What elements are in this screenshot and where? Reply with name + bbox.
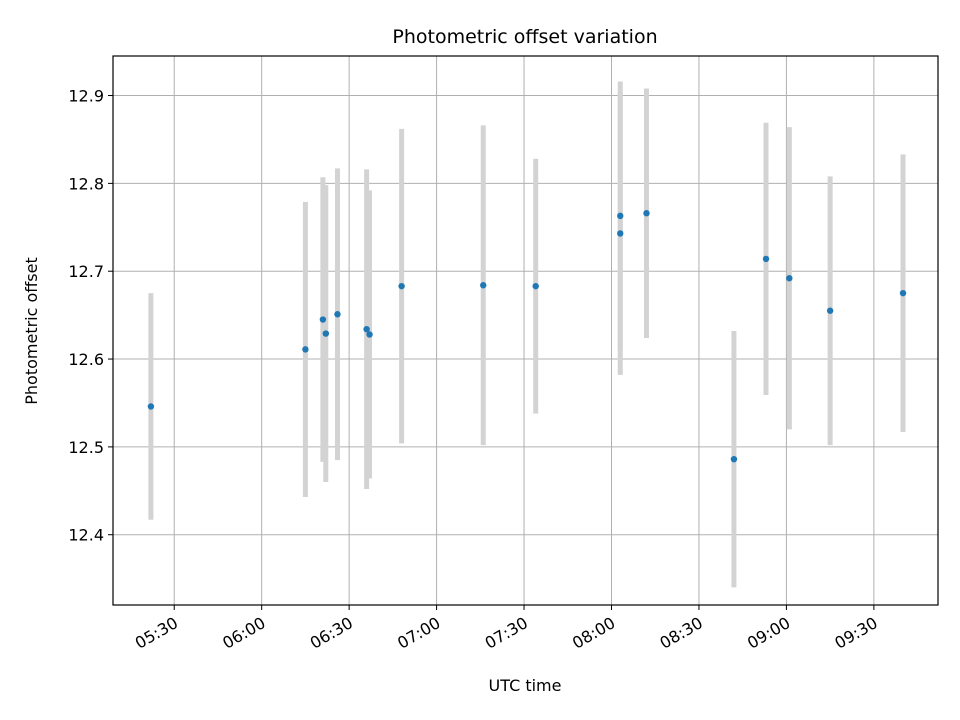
data-point [322, 330, 330, 337]
data-point [366, 331, 373, 338]
y-tick-label: 12.7 [68, 262, 104, 281]
data-point [363, 325, 370, 333]
x-axis-label: UTC time [489, 676, 562, 695]
data-point [319, 316, 327, 323]
x-tick-label: 08:00 [569, 613, 618, 653]
data-point [762, 255, 770, 263]
data-point [617, 230, 624, 237]
y-tick-label: 12.5 [68, 438, 104, 457]
y-tick-label: 12.6 [68, 350, 104, 369]
error-bars [148, 81, 906, 588]
x-tick-label: 09:30 [831, 613, 880, 653]
y-axis-label: Photometric offset [22, 257, 41, 405]
x-tick-label: 09:00 [744, 613, 793, 653]
data-point [899, 289, 907, 297]
x-tick-label: 08:30 [657, 613, 706, 653]
data-point [480, 282, 487, 289]
grid [113, 56, 938, 605]
chart-title: Photometric offset variation [392, 26, 657, 48]
y-axis-ticks: 12.4 12.5 12.6 12.7 12.8 12.9 [68, 87, 113, 545]
data-point [730, 455, 738, 463]
data-point [532, 282, 539, 290]
x-tick-label: 06:00 [219, 613, 268, 653]
y-tick-label: 12.8 [68, 174, 104, 193]
x-tick-label: 07:30 [482, 613, 531, 653]
data-point [826, 307, 834, 314]
data-point [147, 403, 155, 410]
y-tick-label: 12.9 [68, 87, 104, 106]
data-point [786, 275, 793, 282]
x-tick-label: 06:30 [307, 613, 356, 653]
x-tick-label: 05:30 [132, 613, 181, 653]
data-point [398, 282, 405, 290]
y-tick-label: 12.4 [68, 526, 104, 545]
x-axis-ticks: 05:30 06:00 06:30 07:00 07:30 08:00 08:30 09:00… [132, 605, 881, 653]
data-point [617, 212, 624, 220]
x-tick-label: 07:00 [394, 613, 443, 653]
data-points [147, 210, 907, 463]
data-point [643, 210, 650, 217]
data-point [302, 346, 309, 353]
data-point [334, 311, 341, 318]
plot-frame [112, 55, 939, 606]
